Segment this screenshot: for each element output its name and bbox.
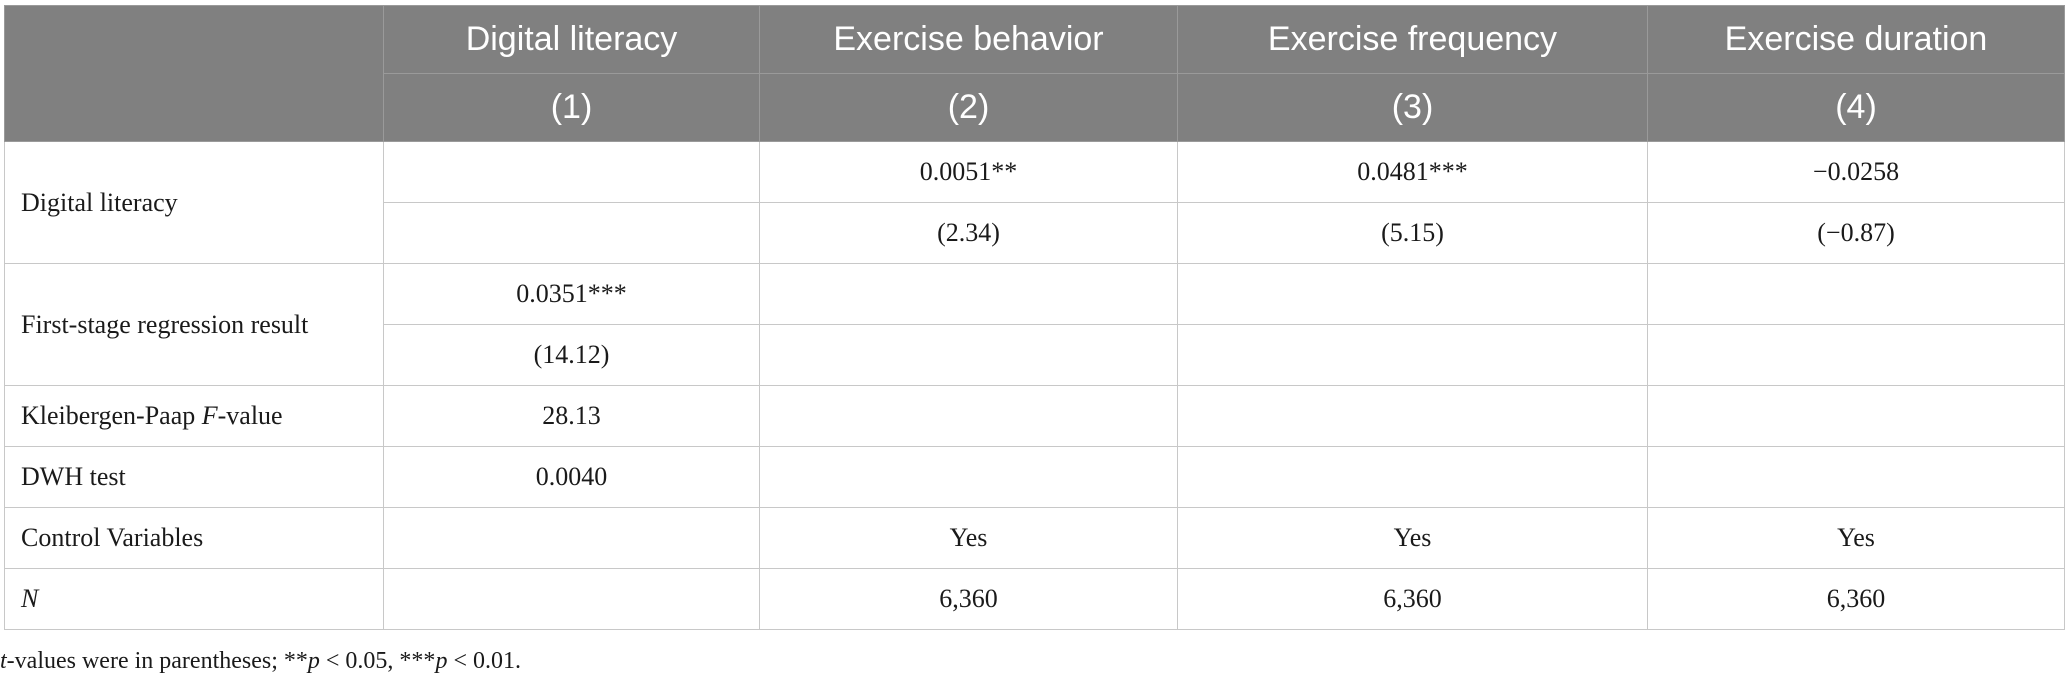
cell-dl-tval-1 — [383, 202, 760, 264]
header-col-4-title: Exercise duration — [1647, 5, 2065, 74]
cell-kp-3 — [1177, 385, 1648, 447]
row-label-dwh: DWH test — [4, 446, 384, 508]
row-label-digital-literacy: Digital literacy — [4, 141, 384, 264]
cell-dwh-4 — [1647, 446, 2065, 508]
cell-fs-coef-1: 0.0351*** — [383, 263, 760, 325]
cell-dl-coef-4: −0.0258 — [1647, 141, 2065, 203]
header-col-4-number: (4) — [1647, 73, 2065, 142]
kp-label-post: -value — [217, 401, 283, 430]
cell-ctrl-3: Yes — [1177, 507, 1648, 569]
footnote-part2: < 0.05, *** — [319, 648, 436, 674]
row-label-first-stage: First-stage regression result — [4, 263, 384, 386]
header-col-3-number: (3) — [1177, 73, 1648, 142]
cell-dwh-3 — [1177, 446, 1648, 508]
header-row-titles: Digital literacy Exercise behavior Exerc… — [4, 5, 2065, 142]
cell-kp-1: 28.13 — [383, 385, 760, 447]
cell-dwh-1: 0.0040 — [383, 446, 760, 508]
cell-kp-4 — [1647, 385, 2065, 447]
cell-n-1 — [383, 568, 760, 630]
header-col-2-number: (2) — [759, 73, 1178, 142]
row-label-controls: Control Variables — [4, 507, 384, 569]
cell-dl-tval-4: (−0.87) — [1647, 202, 2065, 264]
cell-dl-coef-3: 0.0481*** — [1177, 141, 1648, 203]
header-row-numbers: (1) (2) (3) (4) — [5, 73, 2065, 142]
cell-dl-coef-1 — [383, 141, 760, 203]
footnote-part3: < 0.01. — [447, 648, 521, 674]
results-table: Digital literacy Exercise behavior Exerc… — [4, 5, 2065, 630]
cell-ctrl-4: Yes — [1647, 507, 2065, 569]
table-row-kp-fvalue: Kleibergen-Paap F-value 28.13 — [4, 385, 2065, 447]
cell-ctrl-2: Yes — [759, 507, 1178, 569]
cell-ctrl-1 — [383, 507, 760, 569]
cell-fs-coef-3 — [1177, 263, 1648, 325]
cell-fs-coef-2 — [759, 263, 1178, 325]
row-label-kp-fvalue: Kleibergen-Paap F-value — [4, 385, 384, 447]
cell-dl-coef-2: 0.0051** — [759, 141, 1178, 203]
table-row-dwh: DWH test 0.0040 — [4, 446, 2065, 508]
cell-kp-2 — [759, 385, 1178, 447]
footnote-p2: p — [435, 648, 448, 674]
cell-fs-coef-4 — [1647, 263, 2065, 325]
cell-dwh-2 — [759, 446, 1178, 508]
header-col-3-title: Exercise frequency — [1177, 5, 1648, 74]
header-col-1-number: (1) — [383, 73, 760, 142]
footnote-part1: -values were in parentheses; ** — [6, 648, 308, 674]
table-row-first-stage-coef: First-stage regression result 0.0351*** — [4, 263, 2065, 386]
cell-n-3: 6,360 — [1177, 568, 1648, 630]
cell-fs-tval-2 — [759, 324, 1178, 386]
cell-fs-tval-3 — [1177, 324, 1648, 386]
footnote-t: t — [0, 648, 7, 674]
table-row-first-stage-tval: (14.12) — [5, 324, 2065, 386]
cell-dl-tval-3: (5.15) — [1177, 202, 1648, 264]
header-col-2-title: Exercise behavior — [759, 5, 1178, 74]
table-footnote: t-values were in parentheses; **p < 0.05… — [0, 648, 521, 675]
table-row-n: N 6,360 6,360 6,360 — [4, 568, 2065, 630]
header-col-1-title: Digital literacy — [383, 5, 760, 74]
cell-n-2: 6,360 — [759, 568, 1178, 630]
table-row-digital-literacy-coef: Digital literacy 0.0051** 0.0481*** −0.0… — [4, 141, 2065, 264]
kp-label-pre: Kleibergen-Paap — [21, 401, 202, 430]
table-row-digital-literacy-tval: (2.34) (5.15) (−0.87) — [5, 202, 2065, 264]
cell-fs-tval-1: (14.12) — [383, 324, 760, 386]
cell-fs-tval-4 — [1647, 324, 2065, 386]
cell-dl-tval-2: (2.34) — [759, 202, 1178, 264]
table-row-controls: Control Variables Yes Yes Yes — [4, 507, 2065, 569]
header-corner-cell — [4, 5, 384, 142]
kp-label-f: F — [201, 401, 218, 430]
footnote-p1: p — [307, 648, 320, 674]
cell-n-4: 6,360 — [1647, 568, 2065, 630]
row-label-n: N — [4, 568, 384, 630]
